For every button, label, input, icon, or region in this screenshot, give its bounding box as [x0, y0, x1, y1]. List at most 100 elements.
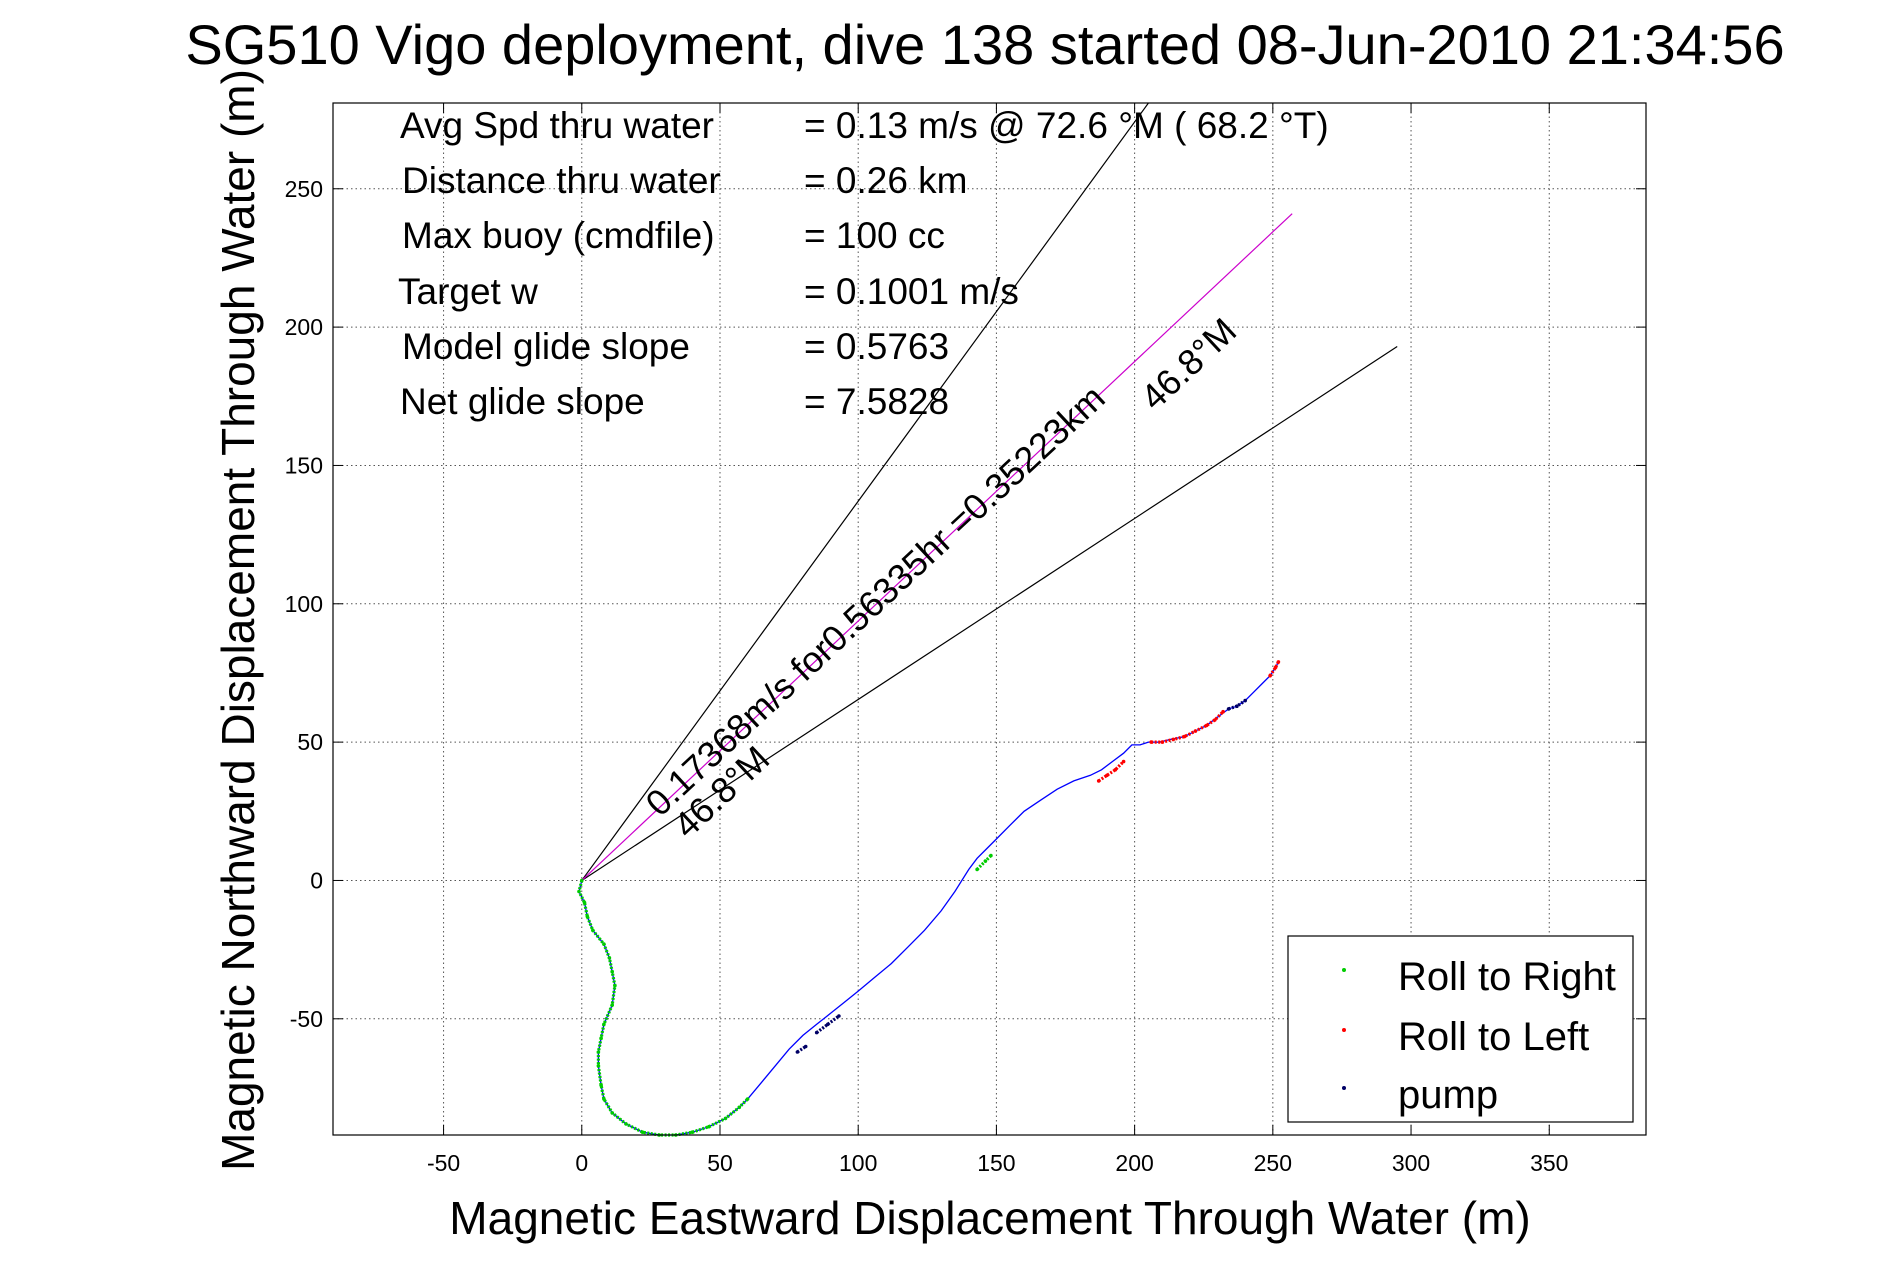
roll-right-point: [610, 1003, 614, 1007]
x-tick-label: -50: [427, 1150, 460, 1176]
x-tick-label: 300: [1392, 1150, 1430, 1176]
roll-left-point: [1193, 729, 1198, 733]
roll-right-point: [737, 1105, 742, 1110]
roll-right-point: [624, 1122, 628, 1126]
x-tick-label: 250: [1254, 1150, 1292, 1176]
legend-marker-roll-left: [1342, 1028, 1346, 1032]
roll-right-point: [596, 1064, 601, 1068]
x-tick-label: 150: [977, 1150, 1015, 1176]
roll-right-point: [599, 1083, 603, 1087]
y-tick-label: 200: [285, 314, 323, 340]
stat-label-avg-speed: Avg Spd thru water: [400, 105, 714, 146]
heading-cone-line: [581, 102, 1149, 881]
roll-right-point: [602, 1097, 606, 1101]
roll-right-point: [983, 859, 988, 863]
roll-right-point: [690, 1130, 695, 1134]
roll-right-point: [591, 928, 595, 933]
stat-label-target-w: Target w: [398, 271, 538, 312]
roll-right-point: [723, 1116, 728, 1121]
roll-right-point: [580, 878, 584, 883]
net-heading-line: [581, 213, 1293, 881]
roll-right-point: [640, 1130, 645, 1134]
y-tick-label: 250: [285, 176, 323, 202]
chart-title: SG510 Vigo deployment, dive 138 started …: [185, 13, 1784, 76]
y-tick-label: 100: [285, 591, 323, 617]
x-tick-label: 200: [1115, 1150, 1153, 1176]
net-heading-line-group: [581, 213, 1293, 881]
roll-right-point: [585, 914, 590, 919]
legend: Roll to Right Roll to Left pump: [1287, 935, 1634, 1123]
stat-label-model-glide: Model glide slope: [402, 326, 690, 367]
pump-point: [1235, 704, 1239, 708]
roll-left-point: [1096, 779, 1101, 783]
pump-segment: [815, 1014, 840, 1034]
pump-point: [1243, 698, 1247, 703]
roll-left-point: [1105, 773, 1109, 778]
roll-left-segment: [1097, 760, 1125, 783]
roll-left-point: [1182, 734, 1187, 739]
y-axis-ticks: -50 0 50 100 150 200 250: [285, 176, 1646, 1032]
heading-cone-line: [581, 345, 1398, 881]
legend-label-pump: pump: [1398, 1073, 1498, 1117]
x-axis-ticks: -50 0 50 100 150 200 250 300 350: [427, 103, 1568, 1176]
roll-left-point: [1221, 709, 1225, 714]
y-tick-label: 150: [285, 452, 323, 478]
roll-and-pump-markers: [577, 660, 1281, 1137]
roll-left-point: [1171, 737, 1176, 742]
y-tick-label: -50: [290, 1006, 323, 1032]
pump-point: [837, 1014, 841, 1018]
y-tick-label: 50: [297, 729, 323, 755]
x-tick-label: 50: [707, 1150, 733, 1176]
dive-stats-block: Avg Spd thru water = 0.13 m/s @ 72.6 °M …: [398, 105, 1329, 422]
roll-left-point: [1149, 740, 1153, 744]
stat-label-net-glide: Net glide slope: [400, 381, 645, 422]
roll-right-point: [602, 942, 606, 946]
roll-right-point: [975, 867, 979, 872]
roll-right-point: [745, 1097, 750, 1101]
stat-value-max-buoy: = 100 cc: [804, 215, 945, 256]
roll-right-point: [610, 1111, 614, 1115]
stat-label-distance: Distance thru water: [402, 160, 721, 201]
legend-label-roll-left: Roll to Left: [1398, 1015, 1589, 1059]
roll-left-point: [1273, 665, 1278, 670]
roll-left-point: [1276, 660, 1281, 664]
pump-point: [814, 1030, 819, 1035]
stat-value-net-glide: = 7.5828: [804, 381, 949, 422]
pump-point: [795, 1050, 800, 1054]
roll-left-segment: [1268, 661, 1280, 677]
x-axis-label: Magnetic Eastward Displacement Through W…: [449, 1192, 1530, 1244]
y-tick-label: 0: [310, 867, 323, 893]
roll-left-point: [1113, 768, 1118, 772]
roll-right-point: [989, 853, 993, 858]
stat-label-max-buoy: Max buoy (cmdfile): [402, 215, 715, 256]
roll-right-point: [613, 983, 617, 988]
legend-marker-pump: [1342, 1086, 1346, 1090]
stat-value-target-w: = 0.1001 m/s: [804, 271, 1019, 312]
roll-right-segment: [577, 880, 749, 1137]
stat-value-distance: = 0.26 km: [804, 160, 968, 201]
stat-value-model-glide: = 0.5763: [804, 326, 949, 367]
heading-cone-lines: [581, 102, 1398, 881]
plot-frame: [332, 102, 1647, 1136]
roll-left-point: [1268, 673, 1272, 678]
legend-label-roll-right: Roll to Right: [1398, 955, 1616, 999]
roll-right-point: [599, 1036, 603, 1040]
stat-value-avg-speed: = 0.13 m/s @ 72.6 °M ( 68.2 °T): [804, 105, 1329, 146]
y-axis-label: Magnetic Northward Displacement Through …: [212, 69, 264, 1171]
roll-left-point: [1204, 723, 1209, 728]
pump-point: [803, 1044, 808, 1049]
roll-right-point: [707, 1124, 711, 1129]
x-tick-label: 0: [575, 1150, 588, 1176]
roll-right-point: [596, 1050, 601, 1054]
roll-right-point: [602, 1022, 606, 1027]
pump-point: [826, 1022, 830, 1027]
pump-point: [1226, 707, 1231, 711]
roll-right-point: [582, 900, 587, 905]
roll-left-point: [1160, 740, 1165, 744]
roll-right-point: [610, 970, 614, 974]
roll-left-point: [1121, 759, 1126, 764]
legend-marker-roll-right: [1342, 968, 1346, 972]
roll-right-point: [577, 889, 581, 894]
x-tick-label: 100: [839, 1150, 877, 1176]
